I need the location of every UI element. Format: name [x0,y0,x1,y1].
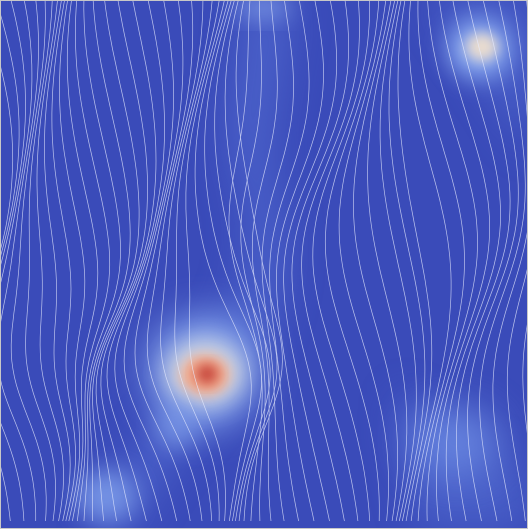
contour-line [379,1,417,522]
contour-line [408,1,452,522]
contour-line [59,1,86,522]
contour-line [51,1,76,522]
contour-line [134,1,194,522]
contour-line [204,1,262,522]
contour-line [436,1,490,522]
contour-line [123,1,184,522]
contour-line [492,1,527,522]
contour-line [174,1,220,522]
contour-line [291,1,349,522]
contour-line [1,1,39,521]
contour-line [106,1,165,522]
contour-line [240,1,266,522]
contour-line [276,1,324,522]
contour-line [456,1,511,522]
contour-line [95,1,148,522]
contour-line [89,1,131,522]
contour-line [467,1,519,522]
contour-line [100,1,157,522]
contour-line [506,1,527,522]
contour-line [269,1,310,522]
contour-line [353,1,398,522]
hotspot-top-right-core [466,33,498,61]
contour-line [146,1,204,522]
contour-line [75,1,111,522]
hotspot-top-center [233,1,293,19]
contour-line [301,1,360,522]
contour-line [194,1,252,522]
contour-line [160,1,213,522]
contour-line [1,15,20,256]
contour-line [25,1,56,522]
contour-line [83,1,121,522]
contour-line [1,67,14,249]
contour-line [1,1,26,522]
hotspot-layer [76,1,511,522]
contour-line [397,1,433,522]
hotspot-bottom-left [76,470,136,522]
contour-line [445,1,501,522]
contour-line [324,1,380,522]
contour-line [114,1,174,522]
hotspot-mid-left [156,404,196,448]
contour-line [10,1,47,522]
contour-line [251,1,278,522]
contour-line [228,1,263,522]
contour-line [312,1,370,522]
contour-line [36,1,64,522]
contour-line [44,1,71,522]
contour-line [426,1,478,522]
contour-line [283,1,338,522]
hotspot-primary-core [196,364,218,384]
contour-line [338,1,389,522]
contour-line [92,1,140,522]
contour-line [1,1,33,522]
contour-line [479,1,526,522]
contour-line [185,1,226,522]
contour-line [66,1,99,522]
contour-line [261,1,294,522]
contour-line [417,1,465,522]
contour-line [388,1,426,522]
contour-line [214,1,271,522]
contour-line [367,1,408,522]
